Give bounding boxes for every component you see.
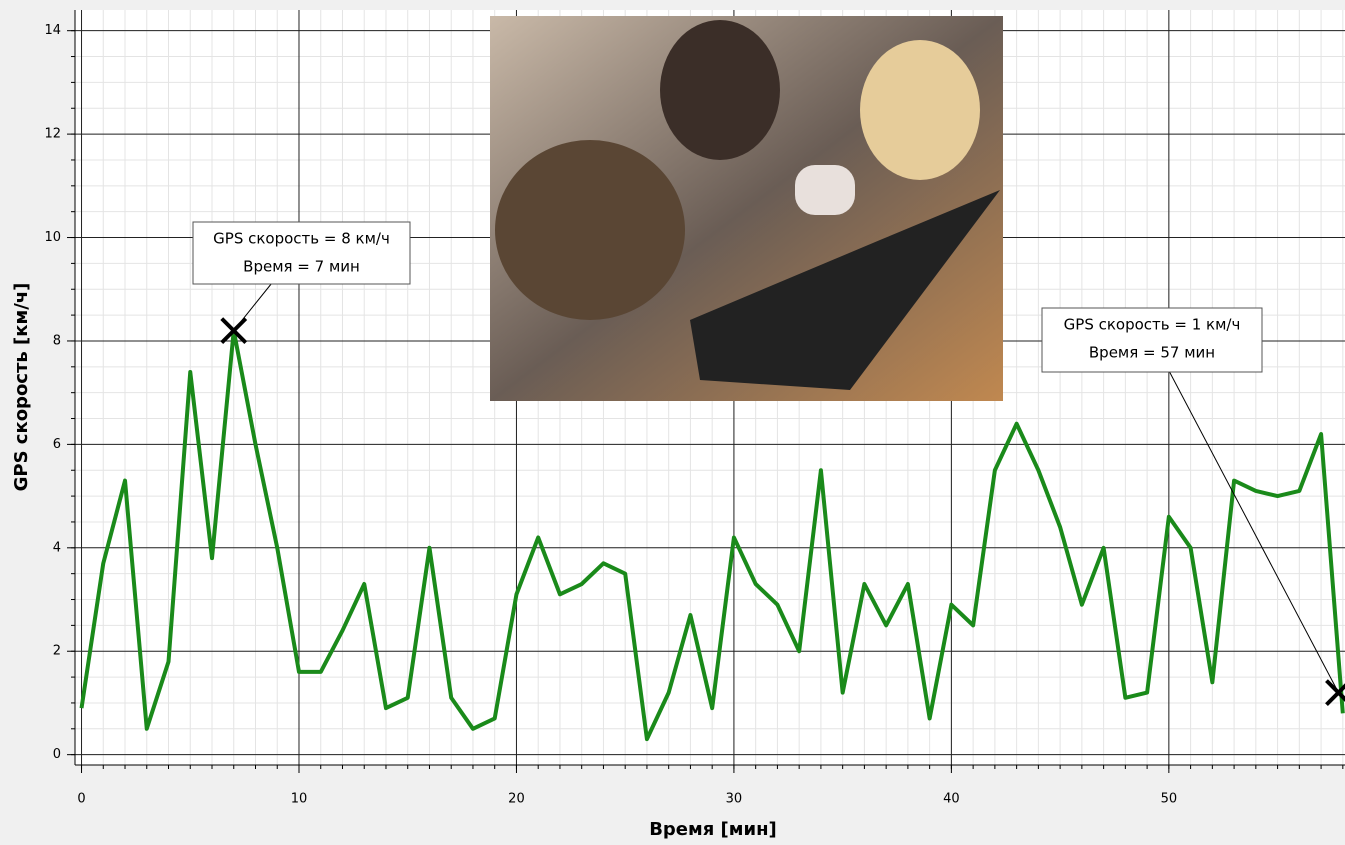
y-tick-label: 10 xyxy=(44,230,61,245)
annotation-text: Время = 57 мин xyxy=(1089,344,1215,362)
y-tick-label: 6 xyxy=(53,437,61,452)
x-tick-label: 30 xyxy=(726,792,743,807)
y-tick-label: 8 xyxy=(53,333,61,348)
x-tick-label: 50 xyxy=(1161,792,1178,807)
x-tick-label: 10 xyxy=(291,792,308,807)
x-tick-label: 20 xyxy=(508,792,525,807)
y-tick-label: 4 xyxy=(53,540,61,555)
x-axis-title: Время [мин] xyxy=(649,819,777,840)
annotation-text: GPS скорость = 8 км/ч xyxy=(213,230,390,248)
page: {"chart_data": {"type": "line", "x_label… xyxy=(0,0,1345,845)
y-tick-label: 12 xyxy=(44,127,61,142)
y-tick-label: 2 xyxy=(53,644,61,659)
y-tick-label: 0 xyxy=(53,747,61,762)
annotation-text: GPS скорость = 1 км/ч xyxy=(1064,316,1241,334)
y-tick-label: 14 xyxy=(44,23,61,38)
x-tick-label: 40 xyxy=(943,792,960,807)
x-tick-label: 0 xyxy=(77,792,85,807)
y-axis-title: GPS скорость [км/ч] xyxy=(11,283,32,492)
chart: Время [мин] GPS скорость [км/ч] 01020304… xyxy=(0,0,1345,845)
photo xyxy=(490,16,1003,401)
annotation-text: Время = 7 мин xyxy=(243,258,360,276)
